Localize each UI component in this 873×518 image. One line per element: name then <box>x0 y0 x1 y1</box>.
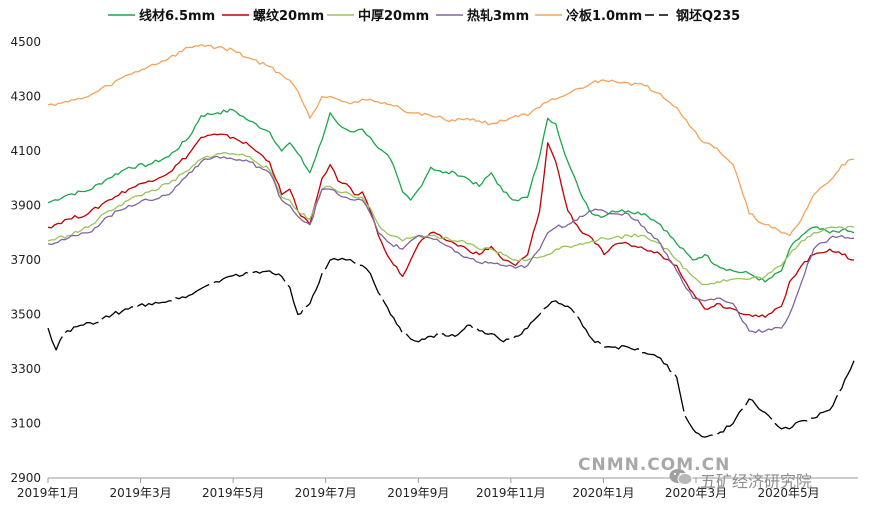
x-tick-label: 2019年1月 <box>17 486 79 500</box>
legend-label: 螺纹20mm <box>253 8 324 24</box>
y-tick-label: 3300 <box>10 362 41 376</box>
legend-label: 线材6.5mm <box>139 8 215 24</box>
series-line-3 <box>47 152 855 286</box>
x-tick-label: 2019年5月 <box>202 486 264 500</box>
watermark-site: CNMN.COM.CN <box>578 455 731 475</box>
legend-label: 热轧3mm <box>467 8 529 24</box>
y-tick-label: 4300 <box>10 90 41 104</box>
legend: 线材6.5mm 螺纹20mm 中厚20mm 热轧3mm 冷板1.0mm 钢坯Q235 <box>108 8 740 24</box>
x-tick-label: 2019年7月 <box>295 486 357 500</box>
series-line-2 <box>47 133 855 318</box>
legend-label: 中厚20mm <box>358 8 429 24</box>
y-tick-label: 4100 <box>10 144 41 158</box>
series-line-6 <box>47 257 855 438</box>
x-tick-label: 2020年3月 <box>665 486 727 500</box>
series-line-1 <box>47 108 855 283</box>
x-tick-label: 2020年1月 <box>572 486 634 500</box>
watermark-brand: 五矿经济研究院 <box>700 472 813 491</box>
x-tick-label: 2019年11月 <box>476 486 546 500</box>
series-line-4 <box>47 155 855 334</box>
wechat-icon <box>669 469 693 485</box>
x-tick-label: 2019年9月 <box>387 486 449 500</box>
y-tick-label: 3100 <box>10 417 41 431</box>
y-tick-label: 2900 <box>10 471 41 485</box>
series-line-5 <box>47 44 855 237</box>
y-tick-label: 3900 <box>10 199 41 213</box>
x-tick-label: 2020年5月 <box>757 486 819 500</box>
x-tick-label: 2019年3月 <box>109 486 171 500</box>
y-tick-label: 3500 <box>10 308 41 322</box>
legend-label: 钢坯Q235 <box>676 8 740 24</box>
legend-label: 冷板1.0mm <box>566 8 642 24</box>
plot-area <box>47 44 855 438</box>
y-tick-label: 3700 <box>10 253 41 267</box>
y-axis: 2900 3100 3300 3500 3700 3900 4100 4300 4500 <box>10 35 41 485</box>
y-tick-label: 4500 <box>10 35 41 49</box>
x-axis: 2019年1月 2019年3月 2019年5月 2019年7月 2019年9月 2019年… <box>17 477 858 500</box>
